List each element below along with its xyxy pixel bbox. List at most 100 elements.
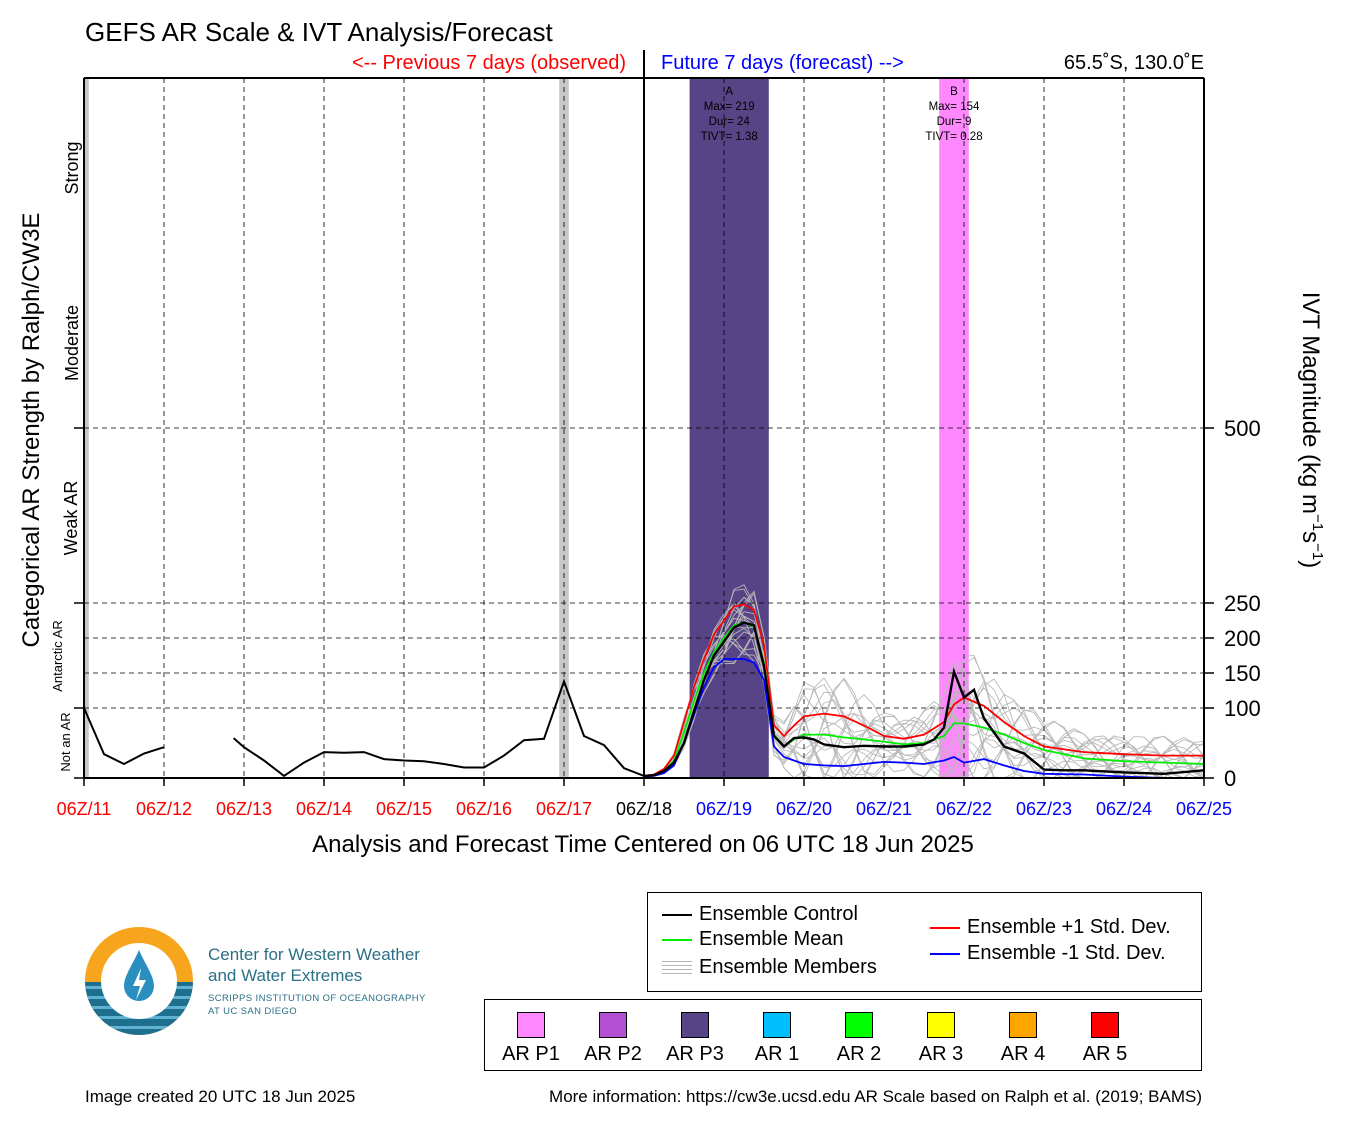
x-tick-label-7: 06Z/18 bbox=[616, 799, 672, 819]
y-axis-label-right-sup2: −1 bbox=[1309, 543, 1326, 560]
x-tick-label-1: 06Z/12 bbox=[136, 799, 192, 819]
category-ar-p1: AR P1 bbox=[489, 1012, 573, 1066]
category-ar-4: AR 4 bbox=[981, 1012, 1065, 1066]
footer-info: More information: https://cw3e.ucsd.edu … bbox=[549, 1087, 1202, 1106]
legend-mean: Ensemble Mean bbox=[662, 927, 844, 951]
x-tick-label-8: 06Z/19 bbox=[696, 799, 752, 819]
ar-event-text-1-0: B bbox=[950, 86, 958, 98]
category-swatch bbox=[681, 1012, 709, 1038]
category-ar-p3: AR P3 bbox=[653, 1012, 737, 1066]
y-tick-label-3: 200 bbox=[1224, 626, 1261, 651]
category-ar-p2: AR P2 bbox=[571, 1012, 655, 1066]
ar-event-text-1-1: Max= 154 bbox=[929, 101, 980, 113]
category-label: AR 3 bbox=[918, 1043, 964, 1065]
category-label: AR P1 bbox=[502, 1043, 560, 1065]
ensemble-1-std-dev-line bbox=[643, 603, 1204, 777]
category-swatch bbox=[599, 1012, 627, 1038]
logo-line-3: SCRIPPS INSTITUTION OF OCEANOGRAPHY bbox=[208, 993, 426, 1004]
y-tick-label-0: 0 bbox=[1224, 766, 1236, 791]
category-ar-2: AR 2 bbox=[817, 1012, 901, 1066]
category-swatch bbox=[1009, 1012, 1037, 1038]
x-tick-label-5: 06Z/16 bbox=[456, 799, 512, 819]
logo-line-2: and Water Extremes bbox=[208, 966, 363, 985]
x-tick-label-10: 06Z/21 bbox=[856, 799, 912, 819]
ar-event-text-0-3: TIVT= 1.38 bbox=[701, 131, 758, 143]
location-label: 65.5˚S, 130.0˚E bbox=[1064, 52, 1204, 74]
x-tick-label-2: 06Z/13 bbox=[216, 799, 272, 819]
legend-mean-label: Ensemble Mean bbox=[699, 928, 844, 950]
x-tick-label-9: 06Z/20 bbox=[776, 799, 832, 819]
category-ar-1: AR 1 bbox=[735, 1012, 819, 1066]
legend-plus-label: Ensemble +1 Std. Dev. bbox=[967, 916, 1171, 938]
x-tick-label-11: 06Z/22 bbox=[936, 799, 992, 819]
y-axis-label-right-main: IVT Magnitude (kg m bbox=[1297, 292, 1324, 514]
legend-members: Ensemble Members bbox=[662, 955, 877, 979]
ar-event-text-1-2: Dur= 9 bbox=[937, 116, 972, 128]
x-tick-label-13: 06Z/24 bbox=[1096, 799, 1152, 819]
y-axis-label-right-sup1: −1 bbox=[1309, 514, 1326, 531]
y-tick-label-2: 150 bbox=[1224, 661, 1261, 686]
category-swatch bbox=[517, 1012, 545, 1038]
category-label: AR 5 bbox=[1082, 1043, 1128, 1065]
observed-ivt-line-0 bbox=[83, 707, 165, 766]
ensemble-mean-line bbox=[643, 621, 1205, 777]
ar-event-text-0-0: A bbox=[725, 86, 733, 98]
category-label: AR P2 bbox=[584, 1043, 642, 1065]
x-tick-label-14: 06Z/25 bbox=[1176, 799, 1232, 819]
ensemble-member-line-19 bbox=[643, 588, 1205, 779]
line-legend: Ensemble Control Ensemble Mean Ensemble … bbox=[647, 892, 1202, 992]
x-tick-label-12: 06Z/23 bbox=[1016, 799, 1072, 819]
category-swatch bbox=[927, 1012, 955, 1038]
category-label-4: Strong bbox=[62, 141, 82, 194]
category-label: AR 2 bbox=[836, 1043, 882, 1065]
category-label-3: Moderate bbox=[62, 305, 82, 381]
legend-members-label: Ensemble Members bbox=[699, 956, 877, 978]
category-label-1: Antarctic AR bbox=[50, 620, 65, 692]
legend-control: Ensemble Control bbox=[662, 902, 858, 926]
legend-control-label: Ensemble Control bbox=[699, 903, 858, 925]
x-axis-label: Analysis and Forecast Time Centered on 0… bbox=[312, 831, 974, 858]
category-swatch bbox=[845, 1012, 873, 1038]
category-ar-5: AR 5 bbox=[1063, 1012, 1147, 1066]
ensemble-control-line bbox=[643, 621, 1205, 778]
x-tick-label-4: 06Z/15 bbox=[376, 799, 432, 819]
ensemble-1-std-dev-line bbox=[643, 658, 1204, 779]
legend-plus-std: Ensemble +1 Std. Dev. bbox=[930, 915, 1171, 939]
previous-days-label: <-- Previous 7 days (observed) bbox=[352, 52, 626, 74]
y-tick-label-5: 500 bbox=[1224, 416, 1261, 441]
y-tick-label-1: 100 bbox=[1224, 696, 1261, 721]
y-axis-label-right-mid: s bbox=[1297, 531, 1324, 543]
ar-event-text-1-3: TIVT= 0.28 bbox=[925, 131, 982, 143]
category-label-0: Not an AR bbox=[58, 712, 73, 771]
x-tick-label-0: 06Z/11 bbox=[57, 799, 112, 819]
footer-created: Image created 20 UTC 18 Jun 2025 bbox=[85, 1087, 356, 1106]
future-days-label: Future 7 days (forecast) --> bbox=[661, 52, 904, 74]
ensemble-member-line-16 bbox=[643, 596, 1205, 779]
ar-category-legend: AR P1 AR P2 AR P3 AR 1 AR 2 AR 3 AR 4 AR 5 bbox=[484, 999, 1202, 1071]
x-tick-label-6: 06Z/17 bbox=[536, 799, 592, 819]
logo-line-4: AT UC SAN DIEGO bbox=[208, 1006, 298, 1017]
y-axis-label-left: Categorical AR Strength by Ralph/CW3E bbox=[18, 213, 45, 648]
category-label: AR 4 bbox=[1000, 1043, 1046, 1065]
category-label-2: Weak AR bbox=[61, 481, 81, 556]
ar-event-text-0-1: Max= 219 bbox=[704, 101, 755, 113]
observed-ivt-line-1 bbox=[232, 678, 645, 778]
ensemble-member-line-17 bbox=[643, 627, 1205, 779]
cw3e-logo: Center for Western Weather and Water Ext… bbox=[84, 926, 425, 1043]
legend-minus-label: Ensemble -1 Std. Dev. bbox=[967, 942, 1166, 964]
chart-title: GEFS AR Scale & IVT Analysis/Forecast bbox=[85, 17, 553, 47]
ar-event-text-0-2: Dur= 24 bbox=[709, 116, 751, 128]
category-swatch bbox=[763, 1012, 791, 1038]
ivt-chart: GEFS AR Scale & IVT Analysis/Forecast <-… bbox=[18, 17, 1326, 858]
ar-event-band-0 bbox=[689, 78, 769, 778]
y-axis-label-right-end: ) bbox=[1297, 560, 1324, 568]
y-tick-label-4: 250 bbox=[1224, 591, 1261, 616]
ensemble-member-line-15 bbox=[643, 590, 1205, 779]
logo-line-1: Center for Western Weather bbox=[208, 945, 420, 964]
category-label: AR 1 bbox=[754, 1043, 800, 1065]
legend-minus-std: Ensemble -1 Std. Dev. bbox=[930, 941, 1166, 965]
x-tick-label-3: 06Z/14 bbox=[296, 799, 352, 819]
y-axis-label-right: IVT Magnitude (kg m−1s−1) bbox=[1297, 292, 1326, 569]
cw3e-logo-icon bbox=[85, 927, 193, 1035]
category-ar-3: AR 3 bbox=[899, 1012, 983, 1066]
